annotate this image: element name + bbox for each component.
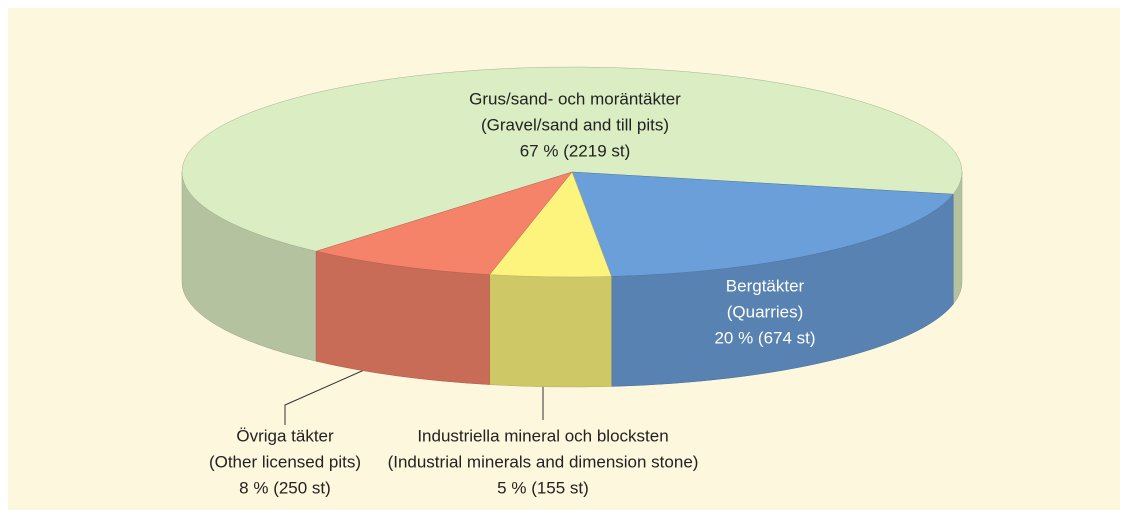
slice-side bbox=[489, 274, 612, 388]
data-label: 20 % (674 st) bbox=[714, 328, 815, 347]
leader-line bbox=[284, 362, 381, 425]
slice-label: Industriella mineral och blocksten bbox=[417, 426, 668, 445]
data-label: 5 % (155 st) bbox=[497, 478, 589, 497]
slice-label: Grus/sand- och moräntäkter bbox=[469, 89, 681, 108]
slice-label: Bergtäkter bbox=[726, 276, 805, 295]
slice-top bbox=[181, 66, 963, 252]
slice-label: (Industrial minerals and dimension stone… bbox=[388, 452, 699, 471]
slice-label: Övriga täkter bbox=[236, 426, 334, 445]
data-label: 8 % (250 st) bbox=[239, 478, 331, 497]
slice-label: (Gravel/sand and till pits) bbox=[481, 115, 669, 134]
slice-top bbox=[315, 171, 573, 275]
slice-label: (Other licensed pits) bbox=[209, 452, 361, 471]
tops bbox=[181, 66, 963, 278]
slice-top bbox=[571, 171, 954, 277]
slice-label: (Quarries) bbox=[727, 302, 804, 321]
sides bbox=[181, 171, 963, 388]
data-label: 67 % (2219 st) bbox=[520, 141, 631, 160]
